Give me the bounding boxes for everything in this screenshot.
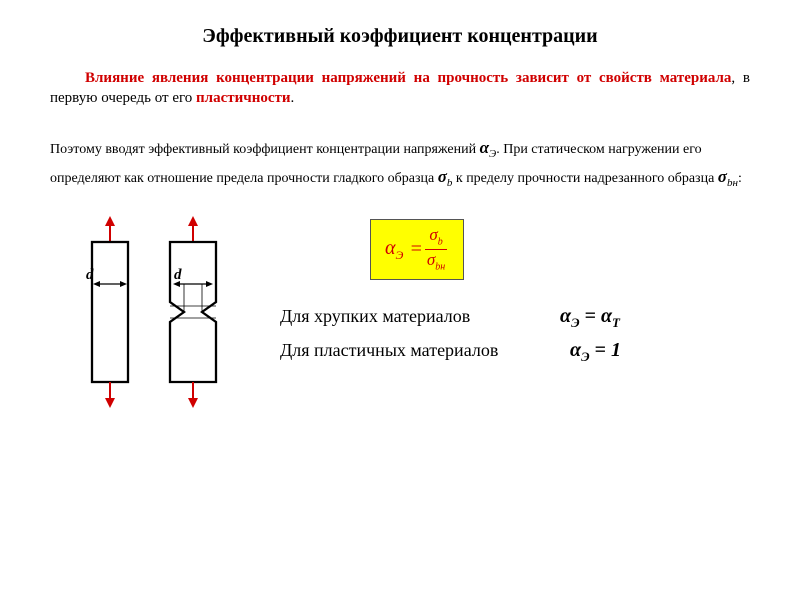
lower-row: d d	[50, 214, 750, 414]
right-content: αЭ = σb σbн Для хрупких материалов αЭ = …	[280, 214, 750, 373]
brittle-text: Для хрупких материалов	[280, 306, 560, 327]
b-sub2: Т	[612, 315, 620, 330]
d-sub1: Э	[581, 349, 589, 364]
ductile-eq: αЭ = 1	[560, 339, 621, 365]
brittle-eq: αЭ = αТ	[560, 305, 620, 331]
b-mid: =	[580, 305, 601, 327]
alpha-sym: α	[480, 138, 489, 157]
smooth-specimen: d	[86, 216, 128, 408]
formula-lhs: αЭ	[385, 237, 403, 263]
formula-box: αЭ = σb σbн	[370, 219, 464, 280]
f-alpha-sub: Э	[396, 248, 404, 262]
def-t3: к пределу прочности надрезанного образца	[452, 171, 717, 186]
b-sub1: Э	[571, 315, 579, 330]
b-alpha1: α	[560, 305, 571, 327]
sigma-bn-sub: bн	[727, 177, 738, 189]
definition-paragraph: Поэтому вводят эффективный коэффициент к…	[50, 134, 750, 193]
intro-paragraph: Влияние явления концентрации напряжений …	[50, 68, 750, 109]
num-sigma: σ	[429, 225, 437, 244]
def-colon: :	[738, 171, 742, 186]
f-alpha: α	[385, 237, 396, 259]
sigma-b-sym: σ	[438, 167, 447, 186]
d-rhs: 1	[611, 339, 621, 361]
fraction: σb σbн	[423, 226, 449, 273]
specimen-diagram: d d	[50, 214, 280, 414]
d-label-left: d	[86, 267, 94, 283]
d-alpha: α	[570, 339, 581, 361]
den-sigma: σ	[427, 250, 435, 269]
intro-red-2: пластичности	[196, 90, 291, 106]
d-mid: =	[590, 339, 611, 361]
intro-red-1: Влияние явления концентрации напряжений …	[85, 70, 731, 86]
b-alpha2: α	[601, 305, 612, 327]
f-eq: =	[409, 238, 423, 261]
notched-specimen: d	[170, 216, 216, 408]
num-sub: b	[438, 237, 443, 248]
sigma-bn-sym: σ	[718, 167, 727, 186]
ductile-line: Для пластичных материалов αЭ = 1	[280, 339, 750, 365]
intro-black-2: .	[291, 90, 295, 106]
denominator: σbн	[423, 250, 449, 273]
brittle-line: Для хрупких материалов αЭ = αТ	[280, 305, 750, 331]
den-sub: bн	[435, 262, 445, 273]
ductile-text: Для пластичных материалов	[280, 340, 560, 361]
slide-title: Эффективный коэффициент концентрации	[50, 25, 750, 48]
def-t1: Поэтому вводят эффективный коэффициент к…	[50, 142, 480, 157]
numerator: σb	[425, 226, 446, 250]
d-label-right: d	[174, 267, 182, 283]
formula: αЭ = σb σbн	[385, 226, 449, 273]
